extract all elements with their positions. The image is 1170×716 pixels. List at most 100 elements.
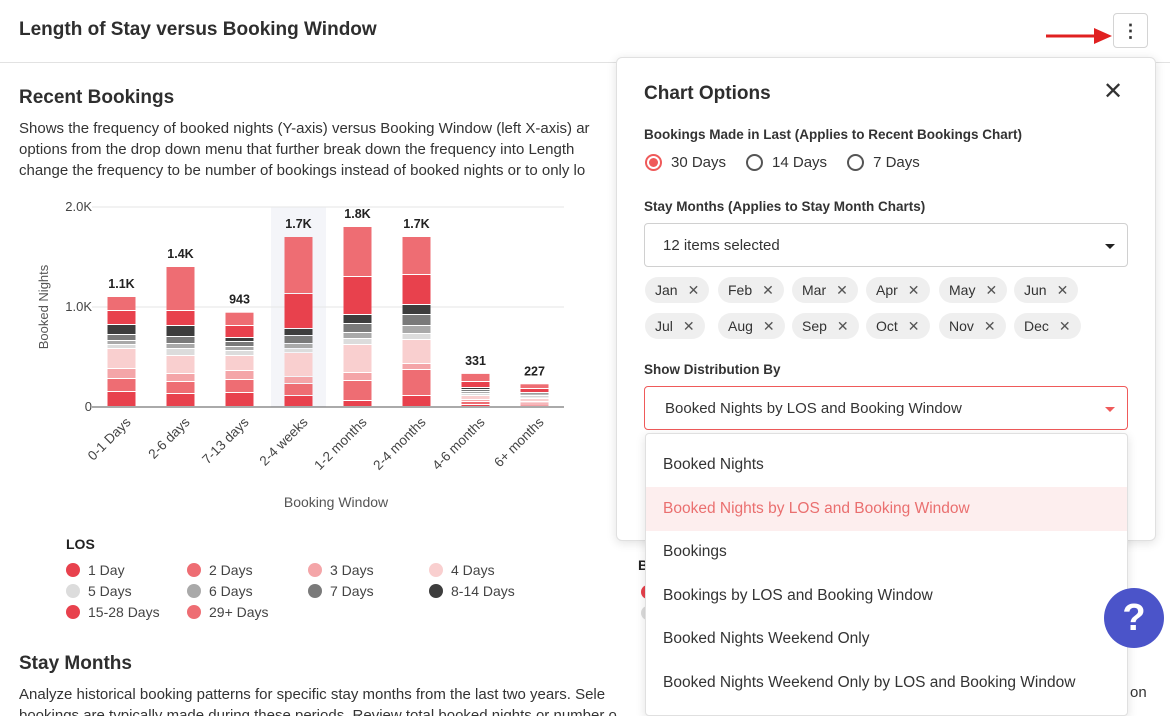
distribution-option[interactable]: Bookings	[663, 543, 727, 561]
radio-30-days[interactable]: 30 Days	[645, 154, 726, 171]
bar-segment	[166, 337, 195, 343]
radio-14-days[interactable]: 14 Days	[746, 154, 827, 171]
distribution-option[interactable]: Bookings by LOS and Booking Window	[663, 586, 933, 604]
bar-segment	[520, 393, 549, 394]
legend-item[interactable]: 8-14 Days	[429, 583, 515, 599]
bar-segment	[461, 392, 490, 393]
distribution-option[interactable]: Booked Nights Weekend Only by LOS and Bo…	[663, 674, 1076, 691]
legend-dot-icon	[187, 563, 201, 577]
legend-label: 3 Days	[330, 562, 374, 578]
legend-item[interactable]: 5 Days	[66, 583, 132, 599]
bar-segment	[166, 267, 195, 310]
radio-unchecked-icon	[847, 154, 865, 171]
month-chip-sep: Sep ✕	[792, 313, 859, 339]
remove-chip-icon[interactable]: ✕	[985, 281, 998, 298]
month-chip-dec: Dec ✕	[1014, 313, 1081, 339]
distribution-option[interactable]: Booked Nights Weekend Only	[663, 630, 870, 648]
bar-segment	[461, 394, 490, 395]
legend-dot-icon	[66, 563, 80, 577]
remove-chip-icon[interactable]: ✕	[1056, 281, 1069, 298]
chip-label: Jun	[1024, 282, 1047, 298]
description-line: options from the drop down menu that fur…	[19, 141, 575, 158]
legend-item[interactable]: 2 Days	[187, 562, 253, 578]
x-tick-label: 6+ months	[491, 414, 547, 470]
bar-segment	[284, 329, 313, 335]
remove-chip-icon[interactable]: ✕	[907, 281, 920, 298]
help-button[interactable]: ?	[1104, 588, 1164, 648]
bar-segment	[402, 370, 431, 395]
x-tick-label: 2-4 weeks	[257, 414, 311, 468]
y-tick-label: 2.0K	[65, 199, 92, 214]
bar-segment	[402, 340, 431, 363]
bookings-window-radio-group: 30 Days 14 Days 7 Days	[645, 154, 940, 171]
bar-segment	[225, 351, 254, 355]
description-line: Analyze historical booking patterns for …	[19, 686, 606, 703]
close-icon[interactable]: ✕	[1103, 78, 1124, 105]
bar-segment	[107, 335, 136, 340]
legend-item[interactable]: 15-28 Days	[66, 604, 160, 620]
legend-item[interactable]: 1 Day	[66, 562, 125, 578]
radio-7-days[interactable]: 7 Days	[847, 154, 920, 171]
legend-dot-icon	[308, 563, 322, 577]
remove-chip-icon[interactable]: ✕	[1058, 317, 1071, 334]
bar-total-label: 1.7K	[285, 217, 311, 231]
month-chip-jun: Jun ✕	[1014, 277, 1079, 303]
remove-chip-icon[interactable]: ✕	[687, 281, 700, 298]
legend-dot-icon	[66, 605, 80, 619]
remove-chip-icon[interactable]: ✕	[682, 317, 695, 334]
bar-segment	[520, 397, 549, 398]
chart-options-menu-button[interactable]: ⋮	[1113, 13, 1148, 48]
legend-label: 4 Days	[451, 562, 495, 578]
legend-item[interactable]: 3 Days	[308, 562, 374, 578]
bar-segment	[107, 369, 136, 378]
bar-segment	[107, 379, 136, 391]
bar-segment	[520, 394, 549, 395]
caret-down-icon	[1105, 244, 1115, 249]
legend-item[interactable]: 6 Days	[187, 583, 253, 599]
bar-segment	[402, 326, 431, 333]
bar-segment	[107, 325, 136, 334]
legend-item[interactable]: 29+ Days	[187, 604, 269, 620]
legend-item[interactable]: 7 Days	[308, 583, 374, 599]
bar-segment	[520, 384, 549, 388]
stay-months-description: Analyze historical booking patterns for …	[19, 684, 1159, 716]
distribution-option[interactable]: Booked Nights	[663, 456, 764, 473]
bar-segment	[107, 345, 136, 348]
bar-segment	[284, 336, 313, 343]
month-chip-may: May ✕	[939, 277, 1008, 303]
legend-label: 5 Days	[88, 583, 132, 599]
bar-segment	[107, 392, 136, 406]
remove-chip-icon[interactable]: ✕	[907, 317, 920, 334]
distribution-option[interactable]: Booked Nights by LOS and Booking Window	[646, 486, 1127, 531]
bar-segment	[284, 294, 313, 328]
bar-segment	[343, 324, 372, 332]
bar-segment	[520, 399, 549, 401]
legend-label: 6 Days	[209, 583, 253, 599]
description-overflow-text: on	[1130, 684, 1147, 701]
bar-segment	[461, 388, 490, 389]
bar-segment	[461, 382, 490, 387]
stay-months-title: Stay Months	[19, 653, 132, 674]
bar-segment	[520, 396, 549, 397]
stay-months-select[interactable]: 12 items selected	[644, 223, 1128, 267]
remove-chip-icon[interactable]: ✕	[983, 317, 996, 334]
stay-months-select-value: 12 items selected	[663, 237, 780, 254]
bar-segment	[402, 396, 431, 406]
bar-segment	[402, 275, 431, 304]
x-tick-label: 0-1 Days	[85, 414, 134, 463]
legend-label: 2 Days	[209, 562, 253, 578]
card-title: Length of Stay versus Booking Window	[19, 19, 377, 40]
legend-label: 29+ Days	[209, 604, 269, 620]
bar-segment	[343, 277, 372, 314]
month-chip-feb: Feb ✕	[718, 277, 784, 303]
bar-segment	[166, 311, 195, 325]
bar-segment	[225, 393, 254, 406]
distribution-select[interactable]: Booked Nights by LOS and Booking Window	[644, 386, 1128, 430]
bar-segment	[225, 338, 254, 341]
remove-chip-icon[interactable]: ✕	[836, 281, 848, 298]
legend-item[interactable]: 4 Days	[429, 562, 495, 578]
remove-chip-icon[interactable]: ✕	[762, 317, 775, 334]
remove-chip-icon[interactable]: ✕	[762, 281, 774, 298]
remove-chip-icon[interactable]: ✕	[836, 317, 849, 334]
bar-segment	[166, 374, 195, 381]
